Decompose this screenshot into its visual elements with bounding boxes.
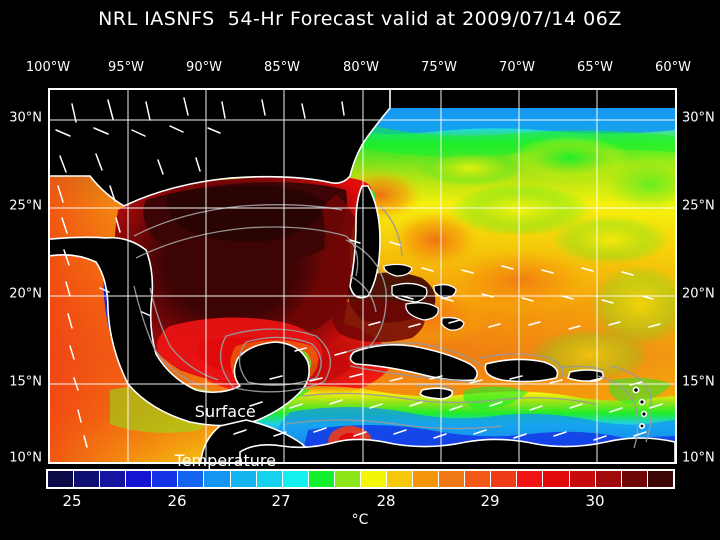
ytick-label-right-20n: 20°N [682,286,715,302]
colorbar-cell-16 [465,471,492,487]
colorbar-tick-26: 26 [167,492,187,510]
colorbar-tick-29: 29 [480,492,500,510]
colorbar-cell-6 [204,471,231,487]
colorbar-tick-30: 30 [585,492,605,510]
colorbar-cell-12 [360,471,388,487]
colorbar-cell-19 [543,471,570,487]
colorbar-tick-28: 28 [376,492,396,510]
ytick-label-left-15n: 15°N [9,374,42,390]
ytick-label-left-10n: 10°N [9,450,42,466]
colorbar-cell-18 [517,471,544,487]
colorbar-cell-5 [178,471,205,487]
colorbar-cell-11 [334,471,361,487]
xtick-label-65w: 65°W [577,60,613,75]
ytick-label-right-10n: 10°N [682,450,715,466]
ytick-label-left-30n: 30°N [9,110,42,126]
colorbar-cell-21 [595,471,622,487]
ytick-label-left-25n: 25°N [9,198,42,214]
ytick-label-right-30n: 30°N [682,110,715,126]
colorbar-cell-20 [569,471,596,487]
colorbar-unit-label: °C [351,512,369,528]
ytick-label-right-15n: 15°N [682,374,715,390]
colorbar-tick-25: 25 [62,492,82,510]
colorbar-tick-27: 27 [271,492,291,510]
colorbar-cell-2 [100,471,127,487]
colorbar-cell-7 [230,471,257,487]
colorbar-cell-14 [413,471,440,487]
colorbar-cell-10 [308,471,335,487]
map-plot-area: Surface Temperature [48,88,677,470]
colorbar-cell-17 [491,471,518,487]
colorbar-cell-8 [256,471,283,487]
colorbar-cell-13 [387,471,414,487]
colorbar-cell-23 [647,471,673,487]
xtick-label-90w: 90°W [186,60,222,75]
colorbar-cell-4 [152,471,179,487]
figure-title: NRL IASNFS 54-Hr Forecast valid at 2009/… [98,8,622,30]
sst-field [50,90,675,462]
map-clip [50,90,675,462]
ytick-label-right-25n: 25°N [682,198,715,214]
colorbar [46,469,675,489]
colorbar-cell-3 [126,471,153,487]
colorbar-cell-0 [48,471,75,487]
ytick-label-left-20n: 20°N [9,286,42,302]
colorbar-cell-1 [74,471,101,487]
colorbar-cell-9 [282,471,309,487]
xtick-label-80w: 80°W [343,60,379,75]
xtick-label-70w: 70°W [499,60,535,75]
xtick-label-75w: 75°W [421,60,457,75]
xtick-label-100w: 100°W [25,60,71,75]
xtick-label-95w: 95°W [108,60,144,75]
colorbar-cell-15 [439,471,466,487]
xtick-label-85w: 85°W [264,60,300,75]
xtick-label-60w: 60°W [655,60,691,75]
colorbar-cell-22 [621,471,648,487]
